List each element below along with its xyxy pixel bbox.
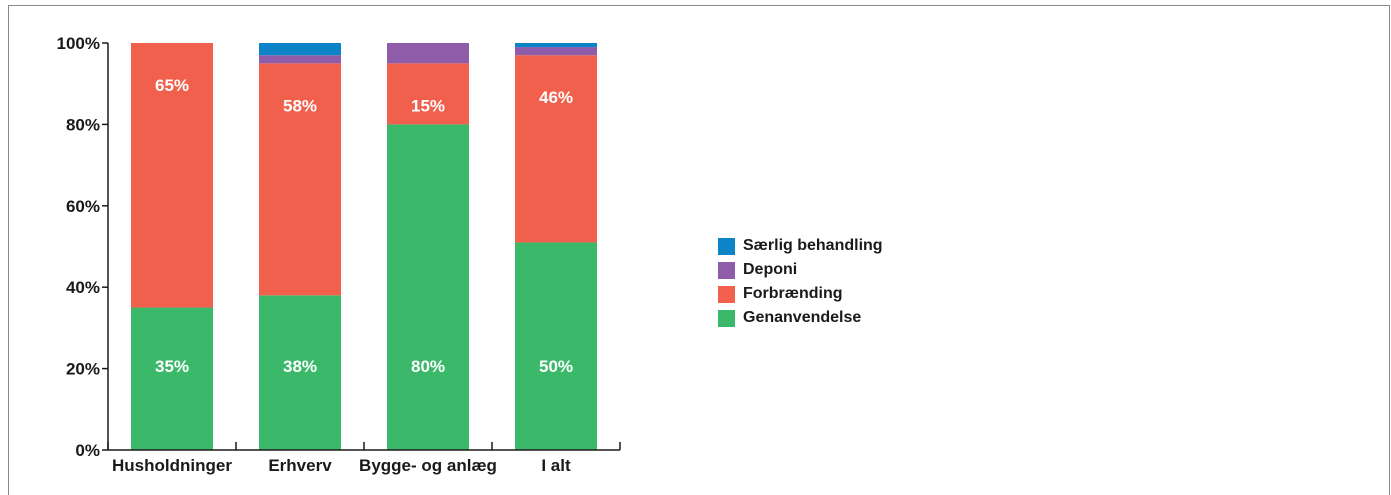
x-category-label: Bygge- og anlæg <box>359 456 497 475</box>
y-tick-label: 0% <box>75 441 100 460</box>
legend-item: Deponi <box>718 258 883 282</box>
y-tick-label: 100% <box>57 34 100 53</box>
data-label: 80% <box>411 357 445 376</box>
bar-segment-genanvendelse <box>131 307 213 450</box>
bar-segment-genanvendelse <box>515 242 597 450</box>
data-label: 38% <box>283 357 317 376</box>
legend-swatch <box>718 237 735 255</box>
bar-segment-genanvendelse <box>259 295 341 450</box>
legend-item: Forbrænding <box>718 282 883 306</box>
data-label: 35% <box>155 357 189 376</box>
bar-segment-deponi <box>515 47 597 56</box>
chart-frame <box>8 5 1390 495</box>
legend-label: Deponi <box>743 261 798 278</box>
bar-segment-forbrænding <box>259 63 341 296</box>
data-label: 46% <box>539 88 573 107</box>
bar-segment-særlig-behandling <box>515 43 597 48</box>
data-label: 65% <box>155 76 189 95</box>
legend-item: Genanvendelse <box>718 306 883 330</box>
x-category-label: I alt <box>541 456 571 475</box>
x-category-label: Husholdninger <box>112 456 232 475</box>
x-category-label: Erhverv <box>268 456 332 475</box>
bar-segment-forbrænding <box>387 63 469 125</box>
chart-legend: Særlig behandling Deponi Forbrænding Genanv… <box>718 234 883 330</box>
y-tick-label: 80% <box>66 115 100 134</box>
data-label: 50% <box>539 357 573 376</box>
data-label: 15% <box>411 96 445 115</box>
legend-swatch <box>718 309 735 327</box>
y-tick-label: 60% <box>66 197 100 216</box>
bar-segment-særlig-behandling <box>259 43 341 56</box>
bar-segment-genanvendelse <box>387 124 469 451</box>
bar-segment-forbrænding <box>515 55 597 243</box>
legend-swatch <box>718 261 735 279</box>
y-tick-label: 20% <box>66 360 100 379</box>
legend-label: Forbrænding <box>743 285 843 302</box>
data-label: 58% <box>283 96 317 115</box>
bar-segment-forbrænding <box>131 43 213 308</box>
bar-segment-deponi <box>259 55 341 64</box>
legend-swatch <box>718 285 735 303</box>
bar-segment-deponi <box>387 43 469 64</box>
legend-item: Særlig behandling <box>718 234 883 258</box>
legend-label: Særlig behandling <box>743 237 883 254</box>
legend-label: Genanvendelse <box>743 309 862 326</box>
y-tick-label: 40% <box>66 278 100 297</box>
